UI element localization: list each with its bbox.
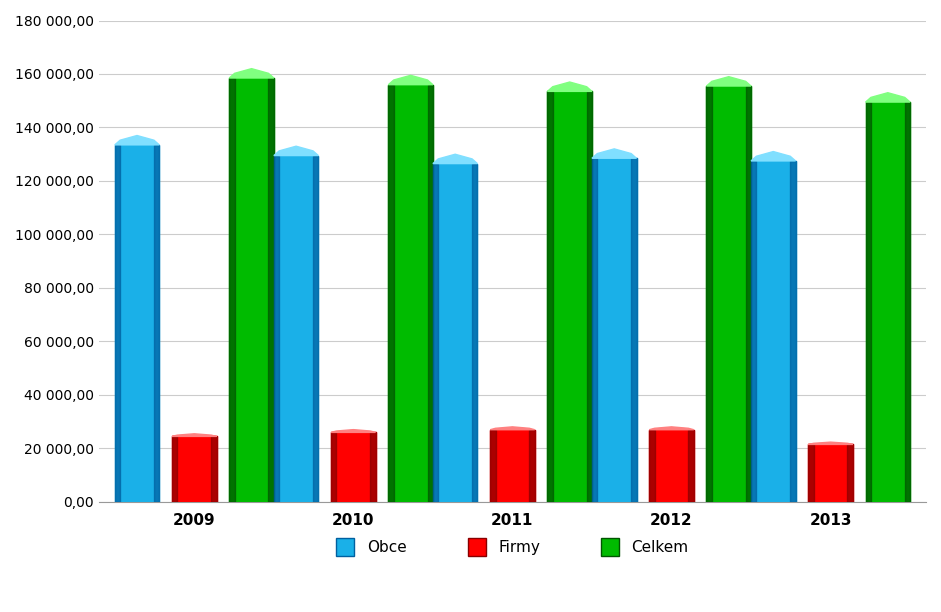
Bar (490, 430, 496, 502)
Bar (808, 444, 814, 502)
Bar (389, 84, 393, 502)
Bar (371, 433, 375, 502)
Bar (866, 102, 871, 502)
Bar (331, 433, 375, 502)
Bar (592, 159, 636, 502)
Polygon shape (115, 135, 159, 145)
Bar (530, 430, 534, 502)
Bar (433, 163, 477, 502)
Bar (490, 430, 534, 502)
Polygon shape (592, 149, 636, 159)
Bar (808, 444, 853, 502)
Bar (172, 436, 216, 502)
Bar (268, 78, 274, 502)
Bar (433, 163, 439, 502)
Bar (586, 91, 592, 502)
Bar (548, 91, 592, 502)
Bar (751, 161, 757, 502)
Polygon shape (389, 75, 433, 84)
Bar (790, 161, 795, 502)
Bar (230, 78, 234, 502)
Polygon shape (230, 69, 274, 78)
Bar (631, 159, 636, 502)
Bar (211, 436, 216, 502)
Bar (745, 86, 751, 502)
Polygon shape (866, 92, 910, 102)
Bar (427, 84, 433, 502)
Bar (274, 155, 279, 502)
Polygon shape (808, 442, 853, 444)
Bar (313, 155, 318, 502)
Bar (904, 102, 910, 502)
Bar (592, 159, 598, 502)
Bar (751, 161, 795, 502)
Bar (472, 163, 477, 502)
Legend: Obce, Firmy, Celkem: Obce, Firmy, Celkem (330, 532, 694, 562)
Bar (649, 430, 655, 502)
Bar (331, 433, 337, 502)
Bar (115, 145, 120, 502)
Polygon shape (274, 146, 318, 155)
Bar (154, 145, 159, 502)
Bar (707, 86, 711, 502)
Bar (866, 102, 910, 502)
Bar (172, 436, 177, 502)
Bar (230, 78, 274, 502)
Polygon shape (751, 152, 795, 161)
Bar (389, 84, 433, 502)
Polygon shape (331, 430, 375, 433)
Polygon shape (172, 434, 216, 436)
Polygon shape (649, 427, 694, 430)
Bar (649, 430, 694, 502)
Bar (274, 155, 318, 502)
Polygon shape (490, 427, 534, 430)
Polygon shape (433, 154, 477, 163)
Bar (707, 86, 751, 502)
Bar (848, 444, 853, 502)
Polygon shape (707, 76, 751, 86)
Bar (689, 430, 694, 502)
Bar (548, 91, 552, 502)
Bar (115, 145, 159, 502)
Polygon shape (548, 82, 592, 91)
